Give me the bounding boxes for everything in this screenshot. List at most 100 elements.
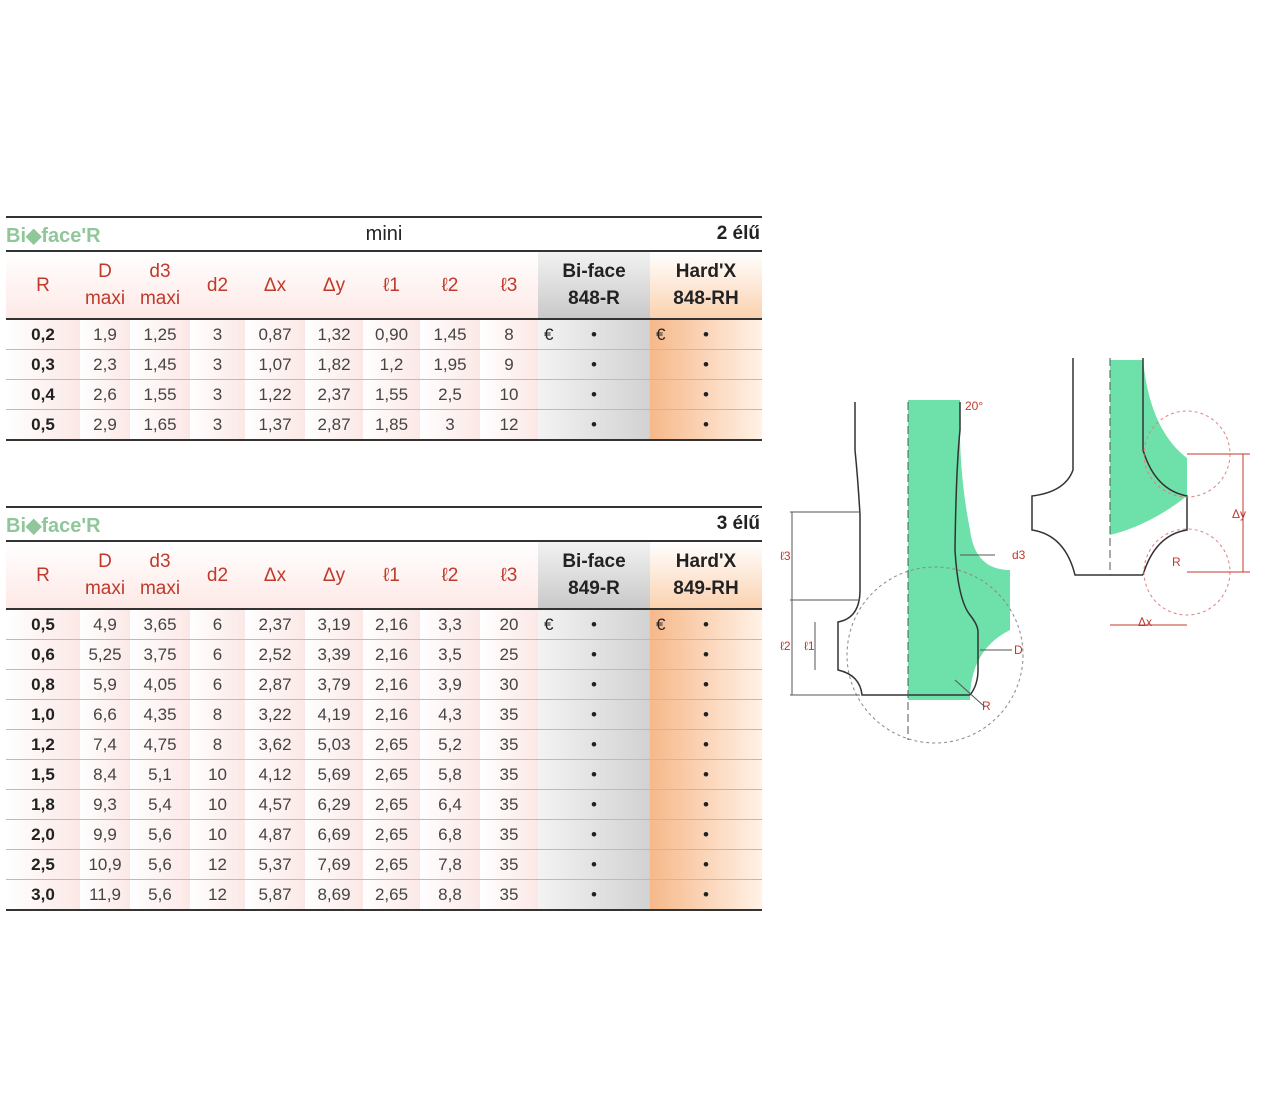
cell-text: 4,3 (438, 704, 462, 724)
cell: 35 (480, 849, 538, 880)
cell-text: 20 (499, 614, 519, 634)
header-cell: ℓ1 (363, 542, 420, 610)
cell: 6,29 (305, 789, 363, 820)
cell: 35 (480, 789, 538, 820)
cell-text: 2,3 (93, 354, 117, 374)
header-cell: Bi-face 848-R (538, 252, 650, 320)
cell-text: • (703, 764, 709, 784)
cell: 2,16 (363, 639, 420, 670)
cell: • (538, 699, 650, 730)
cell-text: 1,32 (317, 324, 351, 344)
cell-text: 10 (499, 384, 519, 404)
cell-text: 1,8 (31, 794, 55, 814)
row: 0,5 4,9 3,65 6 2,37 3,19 2,16 3,3 20 € • € • (6, 609, 762, 640)
header-text: Δx (263, 274, 287, 296)
cell-text: 1,5 (31, 764, 55, 784)
cell: 1,55 (363, 379, 420, 410)
cell-text: 10 (208, 764, 227, 784)
cell: 6,4 (420, 789, 480, 820)
cell: 8 (480, 319, 538, 350)
label: R (982, 699, 991, 713)
header-cell: d3 maxi (130, 542, 190, 610)
cell-text: 0,2 (31, 324, 55, 344)
cell-text: • (591, 854, 597, 874)
header-text: 848-R (568, 288, 620, 309)
cell: 1,0 (6, 699, 80, 730)
label: D (1014, 643, 1023, 657)
cell: 35 (480, 729, 538, 760)
cell: 11,9 (80, 879, 130, 911)
cell: 3,22 (245, 699, 305, 730)
cell-text: 2,65 (374, 854, 409, 874)
cell: 3 (420, 409, 480, 441)
outline (954, 402, 979, 696)
cell: 7,8 (420, 849, 480, 880)
price-mark: € (544, 324, 554, 344)
cell: 0,90 (363, 319, 420, 350)
cell-text: 0,3 (31, 354, 55, 374)
cell: 1,25 (130, 319, 190, 350)
cell-text: 3,9 (438, 674, 462, 694)
cell: 1,95 (420, 349, 480, 380)
cell-text: 5,9 (93, 674, 117, 694)
row: 1,5 8,4 5,1 10 4,12 5,69 2,65 5,8 35 • • (6, 759, 762, 790)
cell-text: 5,8 (438, 764, 462, 784)
title-bar: Bi◆face'R 3 élű (6, 506, 762, 542)
label: 20° (965, 399, 983, 413)
cell-text: 8 (504, 324, 514, 344)
cell: 2,16 (363, 669, 420, 700)
header-cell: Δx (245, 252, 305, 320)
header-cell: Bi-face 849-R (538, 542, 650, 610)
header-text: d3 (149, 261, 171, 282)
cell: 10,9 (80, 849, 130, 880)
cell-text: 5,03 (317, 734, 351, 754)
cell: • (650, 819, 762, 850)
header-cell: d3 maxi (130, 252, 190, 320)
row: 0,8 5,9 4,05 6 2,87 3,79 2,16 3,9 30 • • (6, 669, 762, 700)
cell: 0,3 (6, 349, 80, 380)
cell: 5,1 (130, 759, 190, 790)
cell: 5,6 (130, 819, 190, 850)
cell-text: 3,0 (31, 884, 55, 904)
cell: 6,6 (80, 699, 130, 730)
cell-text: 2,37 (317, 384, 351, 404)
header-cell: ℓ1 (363, 252, 420, 320)
cell-text: 8 (212, 734, 223, 754)
cell: 5,87 (245, 879, 305, 911)
cell: 9,9 (80, 819, 130, 850)
label: Δx (1138, 615, 1152, 629)
header-text: maxi (139, 578, 181, 599)
cell: 7,4 (80, 729, 130, 760)
cell-text: • (703, 884, 709, 904)
cell-text: 5,25 (88, 644, 122, 664)
header-text: ℓ2 (441, 274, 459, 296)
cell: 1,37 (245, 409, 305, 441)
cell-text: 9,3 (93, 794, 117, 814)
header-text: R (36, 564, 50, 586)
cell: 8,4 (80, 759, 130, 790)
cell: 3 (190, 349, 245, 380)
cell-text: 2,6 (93, 384, 117, 404)
cell-text: 7,4 (93, 734, 117, 754)
cell: 5,4 (130, 789, 190, 820)
cell-text: 5,87 (258, 884, 292, 904)
header-text: d2 (206, 564, 229, 586)
label: R (1172, 555, 1181, 569)
row: 0,2 1,9 1,25 3 0,87 1,32 0,90 1,45 8 € • € • (6, 319, 762, 350)
cell: € • (538, 319, 650, 350)
cell: 5,69 (305, 759, 363, 790)
cell-text: 2,65 (374, 764, 409, 784)
cell-text: 1,22 (258, 384, 292, 404)
cell-text: 30 (499, 674, 519, 694)
cell-text: 1,95 (433, 354, 467, 374)
cell: 4,35 (130, 699, 190, 730)
cell: 25 (480, 639, 538, 670)
cell: • (650, 729, 762, 760)
header-text: maxi (139, 288, 181, 309)
cell: • (538, 669, 650, 700)
header-text: Δy (322, 274, 346, 296)
table-title: mini (365, 223, 403, 245)
